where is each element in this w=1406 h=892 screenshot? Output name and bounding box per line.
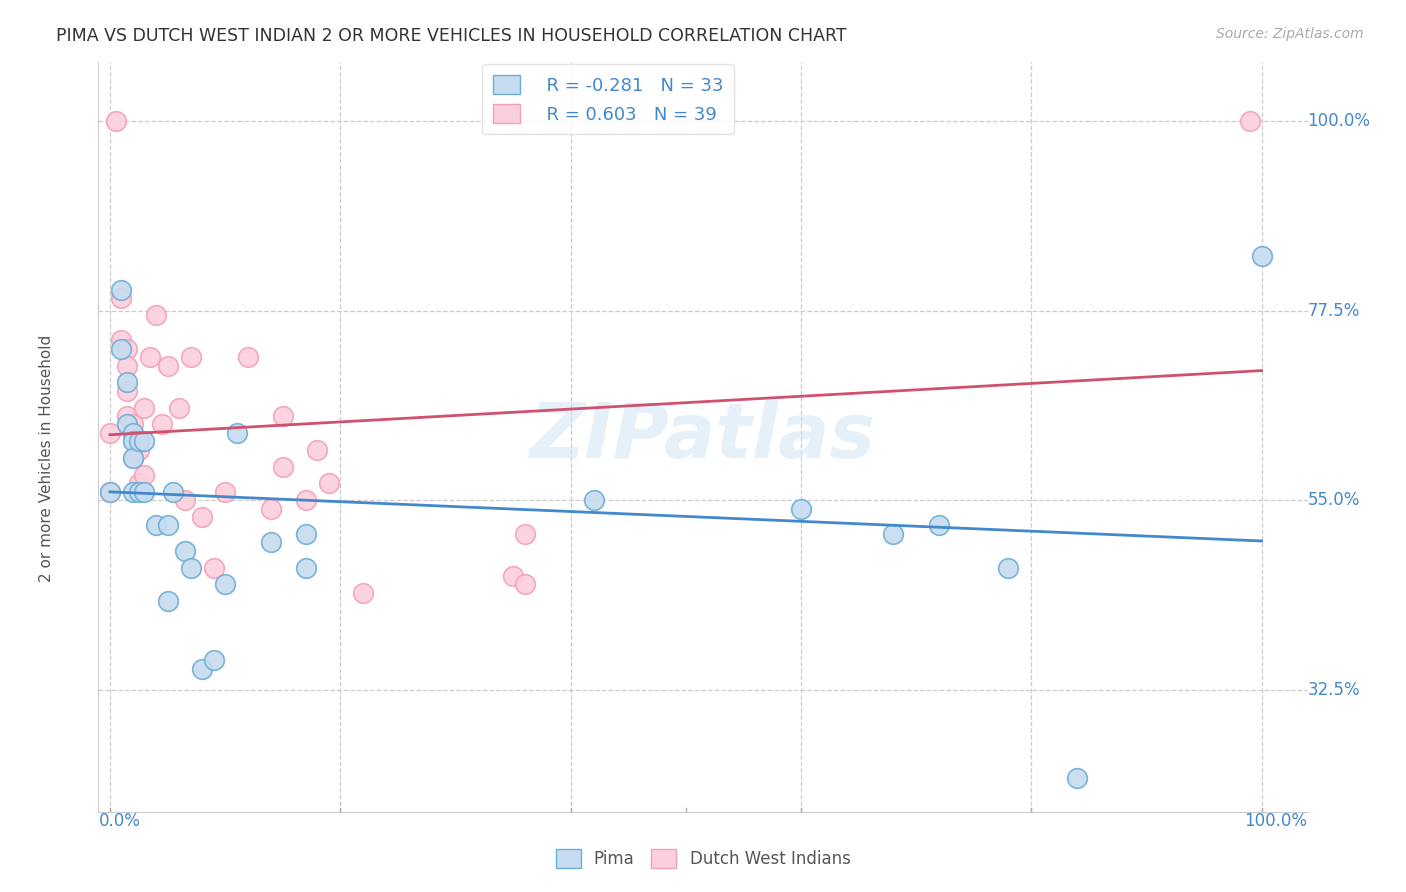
Text: 32.5%: 32.5% [1308, 681, 1360, 698]
Text: ZIPatlas: ZIPatlas [530, 401, 876, 474]
Point [156, 518, 179, 533]
Point [134, 484, 156, 499]
Point [214, 577, 236, 591]
Point [513, 527, 536, 541]
Text: 77.5%: 77.5% [1308, 301, 1360, 320]
Point [307, 442, 329, 457]
Point [260, 501, 283, 516]
Point [115, 376, 138, 390]
Legend:   R = -0.281   N = 33,   R = 0.603   N = 39: R = -0.281 N = 33, R = 0.603 N = 39 [482, 64, 734, 135]
Text: Source: ZipAtlas.com: Source: ZipAtlas.com [1216, 27, 1364, 41]
Point [156, 594, 179, 608]
Text: 100.0%: 100.0% [1308, 112, 1371, 130]
Point [202, 560, 225, 574]
Point [156, 359, 179, 373]
Point [513, 577, 536, 591]
Point [128, 434, 150, 449]
Point [122, 434, 145, 449]
Legend: Pima, Dutch West Indians: Pima, Dutch West Indians [548, 843, 858, 875]
Point [115, 342, 138, 356]
Point [150, 417, 173, 432]
Point [115, 359, 138, 373]
Point [352, 586, 374, 600]
Point [167, 401, 190, 415]
Text: PIMA VS DUTCH WEST INDIAN 2 OR MORE VEHICLES IN HOUSEHOLD CORRELATION CHART: PIMA VS DUTCH WEST INDIAN 2 OR MORE VEHI… [56, 27, 846, 45]
Point [882, 527, 904, 541]
Point [271, 459, 294, 474]
Point [236, 350, 259, 364]
Point [582, 493, 605, 508]
Point [98, 484, 121, 499]
Text: 2 or more Vehicles in Household: 2 or more Vehicles in Household [39, 334, 53, 582]
Point [134, 434, 156, 449]
Point [110, 342, 132, 356]
Point [110, 291, 132, 305]
Point [928, 518, 950, 533]
Point [1250, 249, 1272, 263]
Point [202, 653, 225, 667]
Point [214, 484, 236, 499]
Point [110, 333, 132, 347]
Point [122, 417, 145, 432]
Point [191, 662, 214, 676]
Point [134, 467, 156, 482]
Point [294, 527, 316, 541]
Point [502, 569, 524, 583]
Point [128, 434, 150, 449]
Point [122, 451, 145, 466]
Point [145, 308, 167, 322]
Point [139, 350, 162, 364]
Point [790, 501, 813, 516]
Point [1239, 114, 1261, 128]
Point [122, 484, 145, 499]
Point [128, 484, 150, 499]
Point [128, 442, 150, 457]
Point [122, 434, 145, 449]
Text: 55.0%: 55.0% [1308, 491, 1360, 509]
Text: 0.0%: 0.0% [98, 812, 141, 830]
Point [110, 283, 132, 297]
Point [122, 425, 145, 440]
Point [260, 535, 283, 549]
Point [318, 476, 340, 491]
Point [98, 425, 121, 440]
Point [1066, 771, 1088, 785]
Point [115, 409, 138, 423]
Point [180, 560, 202, 574]
Point [294, 493, 316, 508]
Point [104, 114, 127, 128]
Point [271, 409, 294, 423]
Point [225, 425, 247, 440]
Point [122, 451, 145, 466]
Point [191, 510, 214, 524]
Point [997, 560, 1019, 574]
Point [134, 401, 156, 415]
Point [115, 384, 138, 398]
Point [98, 484, 121, 499]
Point [180, 350, 202, 364]
Point [115, 417, 138, 432]
Point [145, 518, 167, 533]
Point [162, 484, 184, 499]
Point [128, 476, 150, 491]
Point [294, 560, 316, 574]
Text: 100.0%: 100.0% [1244, 812, 1308, 830]
Point [173, 493, 195, 508]
Point [173, 543, 195, 558]
